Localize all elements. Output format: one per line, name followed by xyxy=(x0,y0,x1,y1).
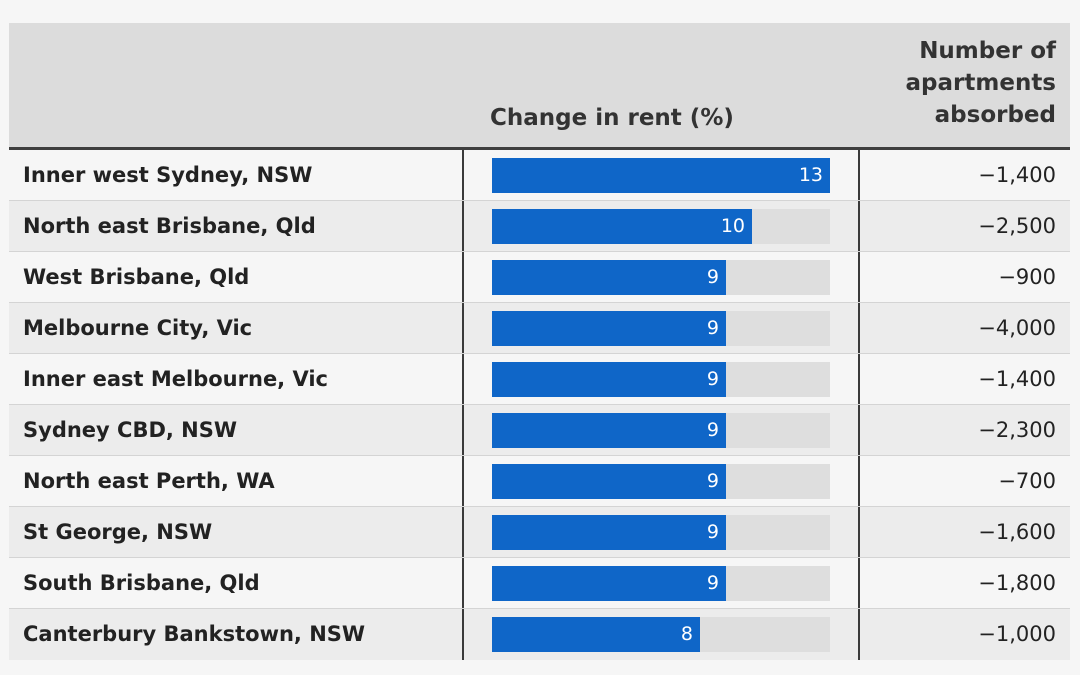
bar-track: 9 xyxy=(492,260,830,295)
column-divider xyxy=(462,354,464,404)
column-divider xyxy=(858,303,860,353)
table-row: Inner east Melbourne, Vic 9 −1,400 xyxy=(9,354,1070,405)
table-row: Canterbury Bankstown, NSW 8 −1,000 xyxy=(9,609,1070,660)
table-row: Inner west Sydney, NSW 13 −1,400 xyxy=(9,150,1070,201)
rent-change-value: 9 xyxy=(706,572,719,594)
region-name: Inner west Sydney, NSW xyxy=(23,163,313,187)
rent-change-value: 10 xyxy=(720,215,745,237)
column-divider xyxy=(462,507,464,557)
rent-change-bar: 9 xyxy=(492,413,726,448)
apartments-absorbed-value: −2,300 xyxy=(978,418,1056,442)
rent-change-value: 9 xyxy=(706,317,719,339)
column-divider xyxy=(858,558,860,608)
rent-change-value: 9 xyxy=(706,419,719,441)
rent-change-value: 9 xyxy=(706,266,719,288)
rent-change-value: 13 xyxy=(798,164,823,186)
rent-change-value: 9 xyxy=(706,470,719,492)
apartments-column-header: Number of apartments absorbed xyxy=(905,38,1056,128)
column-divider xyxy=(462,558,464,608)
column-divider xyxy=(462,150,464,200)
apartments-absorbed-value: −4,000 xyxy=(978,316,1056,340)
rent-change-bar: 8 xyxy=(492,617,700,652)
apartments-absorbed-value: −1,400 xyxy=(978,367,1056,391)
table-body: Inner west Sydney, NSW 13 −1,400 North east… xyxy=(9,150,1070,660)
rent-change-value: 9 xyxy=(706,368,719,390)
column-divider xyxy=(858,252,860,302)
rent-change-table: Change in rent (%) Number of apartments … xyxy=(9,23,1070,660)
apartments-absorbed-value: −700 xyxy=(998,469,1056,493)
region-name: Sydney CBD, NSW xyxy=(23,418,238,442)
apartments-absorbed-value: −1,400 xyxy=(978,163,1056,187)
rent-change-bar: 13 xyxy=(492,158,830,193)
column-divider xyxy=(858,150,860,200)
apartments-absorbed-value: −1,600 xyxy=(978,520,1056,544)
table-row: St George, NSW 9 −1,600 xyxy=(9,507,1070,558)
region-name: West Brisbane, Qld xyxy=(23,265,250,289)
region-name: Inner east Melbourne, Vic xyxy=(23,367,329,391)
rent-change-bar: 9 xyxy=(492,566,726,601)
table-row: South Brisbane, Qld 9 −1,800 xyxy=(9,558,1070,609)
column-divider xyxy=(858,609,860,660)
region-name: South Brisbane, Qld xyxy=(23,571,260,595)
apartments-absorbed-value: −900 xyxy=(998,265,1056,289)
bar-track: 13 xyxy=(492,158,830,193)
region-name: North east Brisbane, Qld xyxy=(23,214,316,238)
region-name: Melbourne City, Vic xyxy=(23,316,253,340)
apartments-absorbed-value: −1,800 xyxy=(978,571,1056,595)
region-name: North east Perth, WA xyxy=(23,469,275,493)
column-divider xyxy=(858,507,860,557)
table-row: West Brisbane, Qld 9 −900 xyxy=(9,252,1070,303)
column-divider xyxy=(462,303,464,353)
table-header: Change in rent (%) Number of apartments … xyxy=(9,23,1070,150)
rent-change-bar: 9 xyxy=(492,260,726,295)
rent-change-value: 8 xyxy=(680,623,693,645)
column-divider xyxy=(858,201,860,251)
rent-change-bar: 9 xyxy=(492,311,726,346)
bar-track: 9 xyxy=(492,362,830,397)
column-divider xyxy=(858,405,860,455)
table-row: North east Brisbane, Qld 10 −2,500 xyxy=(9,201,1070,252)
column-divider xyxy=(858,354,860,404)
bar-track: 9 xyxy=(492,566,830,601)
column-divider xyxy=(462,609,464,660)
rent-change-value: 9 xyxy=(706,521,719,543)
region-name: Canterbury Bankstown, NSW xyxy=(23,622,366,646)
apartments-absorbed-value: −1,000 xyxy=(978,622,1056,646)
rent-change-bar: 9 xyxy=(492,362,726,397)
rent-change-bar: 9 xyxy=(492,515,726,550)
region-name: St George, NSW xyxy=(23,520,213,544)
rent-change-bar: 9 xyxy=(492,464,726,499)
bar-track: 9 xyxy=(492,311,830,346)
apartments-absorbed-value: −2,500 xyxy=(978,214,1056,238)
bar-track: 10 xyxy=(492,209,830,244)
table-row: Melbourne City, Vic 9 −4,000 xyxy=(9,303,1070,354)
table-row: Sydney CBD, NSW 9 −2,300 xyxy=(9,405,1070,456)
bar-track: 8 xyxy=(492,617,830,652)
column-divider xyxy=(462,456,464,506)
column-divider xyxy=(462,405,464,455)
rent-change-column-header: Change in rent (%) xyxy=(490,105,734,131)
column-divider xyxy=(462,201,464,251)
table-row: North east Perth, WA 9 −700 xyxy=(9,456,1070,507)
bar-track: 9 xyxy=(492,413,830,448)
column-divider xyxy=(858,456,860,506)
bar-track: 9 xyxy=(492,515,830,550)
bar-track: 9 xyxy=(492,464,830,499)
rent-change-bar: 10 xyxy=(492,209,752,244)
column-divider xyxy=(462,252,464,302)
